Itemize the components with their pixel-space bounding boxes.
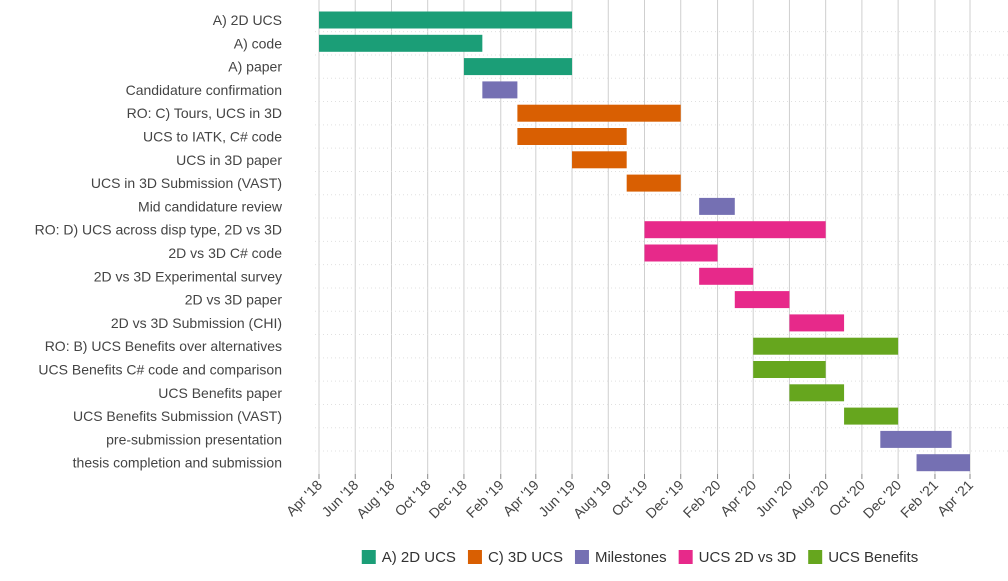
legend-swatch <box>361 550 376 564</box>
task-label: UCS Benefits paper <box>158 385 282 401</box>
gantt-bar <box>572 151 627 169</box>
legend-label: UCS 2D vs 3D <box>699 549 797 566</box>
task-label: pre-submission presentation <box>106 431 282 447</box>
legend-label: UCS Benefits <box>828 549 918 566</box>
x-tick-label: Aug '19 <box>570 477 615 522</box>
gantt-bar <box>517 104 681 122</box>
task-label: 2D vs 3D paper <box>185 292 283 308</box>
task-label: UCS to IATK, C# code <box>143 129 282 145</box>
task-label: thesis completion and submission <box>73 455 282 471</box>
legend-label: C) 3D UCS <box>488 549 563 566</box>
x-tick-label: Dec '19 <box>642 477 687 522</box>
x-tick-label: Apr '21 <box>934 477 977 520</box>
gantt-bar <box>319 34 483 52</box>
legend-swatch <box>808 550 823 564</box>
x-tick-label: Dec '20 <box>860 477 905 522</box>
x-tick-label: Apr '18 <box>283 477 326 520</box>
x-tick-label: Aug '20 <box>787 477 832 522</box>
gantt-bar <box>699 197 735 215</box>
task-label: RO: C) Tours, UCS in 3D <box>127 105 282 121</box>
task-label: 2D vs 3D Submission (CHI) <box>111 315 282 331</box>
task-label: A) code <box>234 35 282 51</box>
gantt-bar <box>482 81 518 99</box>
task-label: 2D vs 3D C# code <box>168 245 282 261</box>
gantt-bar <box>880 430 952 448</box>
bar-layer <box>319 11 970 472</box>
gantt-bar <box>644 244 718 262</box>
gantt-bar <box>734 291 790 309</box>
x-tick-label: Apr '19 <box>500 477 543 520</box>
task-label: RO: B) UCS Benefits over alternatives <box>45 338 282 354</box>
x-tick-label: Feb '20 <box>680 477 724 521</box>
x-tick-label: Feb '19 <box>463 477 507 521</box>
task-label: RO: D) UCS across disp type, 2D vs 3D <box>35 222 282 238</box>
gantt-bar <box>319 11 573 29</box>
gantt-bar <box>699 267 754 285</box>
task-label: Candidature confirmation <box>126 82 282 98</box>
gantt-bar <box>844 407 899 425</box>
legend-label: Milestones <box>595 549 667 566</box>
task-label: UCS Benefits Submission (VAST) <box>73 408 282 424</box>
task-label: A) paper <box>228 59 282 75</box>
task-label: UCS in 3D paper <box>176 152 282 168</box>
x-tick-label: Apr '20 <box>717 477 760 520</box>
task-label: A) 2D UCS <box>213 12 282 28</box>
gantt-bar <box>463 58 573 76</box>
x-tick-label: Dec '18 <box>425 477 470 522</box>
gantt-bar <box>753 361 826 378</box>
gantt-bar <box>916 454 970 472</box>
legend: A) 2D UCS C) 3D UCS Milestones UCS 2D vs 3D… <box>361 549 918 566</box>
task-label: UCS Benefits C# code and comparison <box>38 362 282 378</box>
legend-swatch <box>467 550 482 564</box>
gantt-bar <box>789 384 845 402</box>
gantt-bar <box>789 314 845 332</box>
gantt-bar <box>753 337 899 355</box>
x-tick-label: Feb '21 <box>897 477 941 521</box>
task-label: Mid candidature review <box>138 198 283 214</box>
legend-swatch <box>574 550 589 564</box>
gantt-bar <box>517 128 627 145</box>
x-tick-label: Aug '18 <box>353 477 398 522</box>
task-label-layer: A) 2D UCS A) code A) paper Candidature conf… <box>35 12 283 471</box>
task-label: 2D vs 3D Experimental survey <box>94 268 282 284</box>
gantt-bar <box>644 221 826 239</box>
gantt-bar <box>626 174 681 192</box>
task-label: UCS in 3D Submission (VAST) <box>91 175 282 191</box>
legend-swatch <box>678 550 693 564</box>
legend-label: A) 2D UCS <box>382 549 456 566</box>
